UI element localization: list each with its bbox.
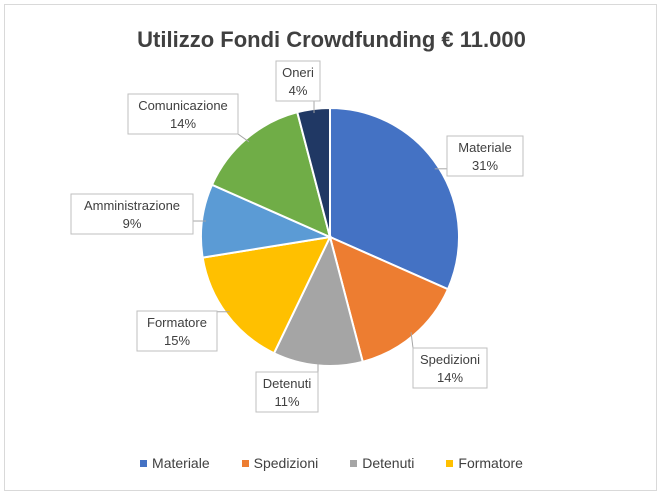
label-value-amministrazione: 9% (123, 216, 142, 231)
pie-slice-spedizioni (328, 235, 450, 364)
data-label-oneri: Oneri 4% (275, 60, 321, 114)
data-label-formatore: Formatore 15% (136, 310, 230, 352)
pie-slice-materiale (329, 106, 460, 291)
label-value-spedizioni: 14% (437, 370, 463, 385)
label-value-detenuti: 11% (274, 394, 299, 409)
label-box-detenuti (255, 371, 319, 413)
legend-label: Detenuti (362, 455, 415, 471)
legend-swatch (350, 459, 358, 467)
label-value-oneri: 4% (289, 83, 308, 98)
pie-slice-oneri (296, 106, 331, 238)
label-box-amministrazione (70, 193, 194, 235)
legend-item-detenuti: Detenuti (350, 455, 414, 471)
pie-slice-formatore (201, 235, 332, 355)
data-label-spedizioni: Spedizioni 14% (410, 332, 488, 389)
legend-swatch (140, 459, 148, 467)
label-value-materiale: 31% (472, 158, 498, 173)
legend-swatch (241, 459, 249, 467)
label-box-oneri (275, 60, 321, 102)
legend-swatch (446, 459, 454, 467)
data-label-detenuti: Detenuti 11% (255, 361, 319, 413)
data-label-comunicazione: Comunicazione 14% (127, 93, 250, 143)
legend-label: Spedizioni (253, 455, 319, 471)
label-value-comunicazione: 14% (170, 116, 196, 131)
label-box-materiale (446, 135, 524, 177)
pie-slice-comunicazione (210, 110, 332, 239)
chart-title: Utilizzo Fondi Crowdfunding € 11.000 (137, 27, 526, 52)
legend-label: Formatore (458, 455, 523, 471)
label-name-spedizioni: Spedizioni (420, 352, 480, 367)
legend-item-materiale: Materiale (140, 455, 210, 471)
label-name-oneri: Oneri (282, 65, 314, 80)
label-name-amministrazione: Amministrazione (84, 198, 180, 213)
label-box-spedizioni (412, 347, 488, 389)
data-label-materiale: Materiale 31% (434, 135, 524, 177)
label-name-formatore: Formatore (147, 315, 207, 330)
label-name-comunicazione: Comunicazione (138, 98, 228, 113)
legend-item-spedizioni: Spedizioni (241, 455, 319, 471)
leader-line-comunicazione (237, 133, 250, 143)
label-box-comunicazione (127, 93, 239, 135)
legend-label: Materiale (152, 455, 210, 471)
data-label-amministrazione: Amministrazione 9% (70, 193, 207, 235)
leader-line-spedizioni (410, 332, 414, 349)
label-name-detenuti: Detenuti (263, 376, 312, 391)
legend-item-formatore: Formatore (446, 455, 523, 471)
label-box-formatore (136, 310, 218, 352)
label-value-formatore: 15% (164, 333, 190, 348)
label-name-materiale: Materiale (458, 140, 511, 155)
chart-legend: Materiale Spedizioni Detenuti Formatore (0, 455, 663, 471)
